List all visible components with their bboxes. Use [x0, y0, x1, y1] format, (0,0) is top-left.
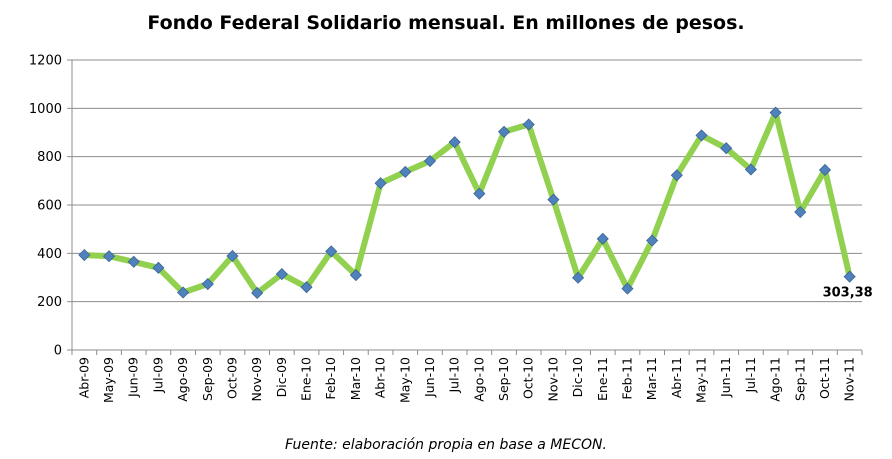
x-tick-label: May-09	[101, 357, 116, 403]
data-point-marker	[300, 281, 313, 294]
y-tick-label: 1000	[29, 102, 62, 117]
x-tick-label: Ene-10	[299, 357, 314, 401]
x-tick-label: Nov-09	[249, 357, 264, 402]
data-point-marker	[251, 286, 264, 300]
grid-lines	[72, 59, 862, 303]
x-tick-label: Dic-10	[570, 357, 585, 397]
data-point-marker	[399, 165, 412, 178]
data-point-marker	[201, 277, 214, 291]
data-point-marker	[744, 163, 757, 176]
x-tick-label: Oct-09	[224, 357, 239, 399]
data-point-marker	[226, 249, 239, 263]
data-point-marker	[275, 268, 288, 281]
x-tick-label: Jun-10	[422, 357, 437, 398]
data-point-marker	[843, 270, 856, 283]
y-tick-label: 1200	[29, 54, 62, 69]
x-tick-label: May-11	[694, 357, 709, 403]
data-point-marker	[572, 271, 585, 284]
data-point-marker	[349, 269, 362, 282]
data-point-marker	[325, 245, 338, 258]
x-tick-label: Feb-10	[323, 357, 338, 400]
x-tick-label: Jul-10	[447, 357, 462, 394]
x-tick-label: Ago-09	[175, 357, 190, 402]
y-tick-label: 0	[54, 344, 62, 359]
x-tick-label: Abr-09	[76, 357, 91, 398]
series-line-path	[81, 109, 853, 296]
x-tick-label: Ene-11	[595, 357, 610, 401]
data-point-marker	[177, 286, 190, 299]
data-point-marker	[818, 163, 832, 177]
x-tick-label: Dic-09	[274, 357, 289, 397]
y-axis-ticks: 0 200 400 600 800 1000 1200	[29, 54, 62, 359]
y-tick-label: 600	[37, 199, 62, 214]
data-point-marker	[769, 106, 782, 119]
data-point-marker	[473, 187, 486, 200]
data-point-marker	[547, 193, 560, 206]
chart-title: Fondo Federal Solidario mensual. En mill…	[147, 12, 745, 34]
data-point-marker	[152, 261, 165, 274]
x-tick-label: Abr-10	[373, 357, 388, 398]
x-tick-label: Jun-09	[126, 357, 141, 398]
chart-source: Fuente: elaboración propia en base a MEC…	[285, 437, 607, 453]
data-point-marker	[497, 125, 511, 138]
data-point-marker	[423, 154, 437, 168]
x-tick-label: Jul-09	[150, 357, 165, 394]
data-point-marker	[720, 142, 733, 155]
x-tick-label: May-10	[397, 357, 412, 403]
x-tick-label: Feb-11	[619, 357, 634, 400]
x-tick-label: Ago-10	[471, 357, 486, 402]
x-tick-label: Mar-10	[348, 357, 363, 400]
data-point-marker	[670, 169, 683, 182]
x-tick-label: Nov-11	[842, 357, 857, 401]
data-point-marker	[621, 282, 634, 295]
data-point-marker	[448, 136, 461, 149]
x-tick-label: Sep-09	[200, 357, 215, 401]
x-tick-label: Abr-11	[669, 357, 684, 398]
series-markers	[78, 106, 856, 300]
x-tick-label: Jul-11	[743, 357, 758, 394]
x-tick-label: Mar-11	[644, 357, 659, 400]
x-tick-label: Oct-11	[817, 357, 832, 399]
data-label: 303,38	[823, 286, 873, 301]
data-point-marker	[78, 248, 91, 262]
x-tick-label: Sep-11	[792, 357, 807, 401]
x-tick-label: Ago-11	[768, 357, 783, 402]
data-labels: 303,38	[823, 286, 873, 301]
data-point-marker	[794, 205, 807, 219]
data-point-marker	[102, 250, 116, 263]
data-point-marker	[374, 177, 387, 190]
x-axis-ticks: Abr-09 May-09 Jun-09 Jul-09 Ago-09 Sep-09 Oct-…	[76, 357, 856, 403]
data-point-marker	[695, 129, 708, 142]
data-point-marker	[646, 234, 659, 247]
axes	[67, 59, 863, 355]
x-tick-label: Sep-10	[496, 357, 511, 401]
x-tick-label: Nov-10	[545, 357, 560, 402]
series-line	[81, 109, 853, 296]
y-tick-label: 800	[37, 150, 62, 165]
data-point-marker	[596, 232, 609, 245]
data-point-marker	[522, 118, 535, 131]
x-tick-label: Jun-11	[718, 357, 733, 398]
data-point-marker	[127, 255, 140, 268]
y-tick-label: 200	[37, 295, 62, 310]
x-tick-label: Oct-10	[521, 357, 536, 399]
y-tick-label: 400	[37, 247, 62, 262]
